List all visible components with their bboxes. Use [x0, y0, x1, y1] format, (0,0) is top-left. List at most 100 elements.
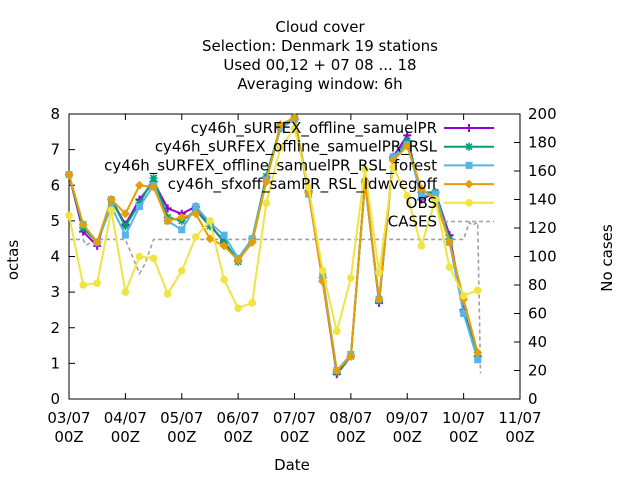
- data-point: [417, 192, 425, 200]
- y2-axis-label: No cases: [598, 224, 616, 292]
- data-point: [361, 165, 369, 174]
- data-point: [276, 144, 285, 152]
- y2-tick-label: 40: [528, 333, 547, 351]
- title-line-2: Selection: Denmark 19 stations: [202, 37, 438, 55]
- legend-label: OBS: [406, 194, 437, 212]
- data-point: [163, 290, 172, 298]
- x-tick-label-hour: 00Z: [111, 428, 140, 446]
- legend-label: cy46h_sURFEX_offline_samuelPR: [191, 119, 437, 138]
- data-point: [332, 366, 342, 375]
- data-point: [205, 222, 214, 231]
- x-tick-label-hour: 00Z: [167, 428, 196, 446]
- data-point: [347, 274, 355, 282]
- data-point: [65, 211, 73, 220]
- series-line: [68, 125, 479, 332]
- data-point: [121, 288, 130, 296]
- data-point: [275, 120, 285, 130]
- data-point: [416, 184, 426, 194]
- y2-tick-label: 200: [528, 105, 557, 123]
- data-point: [290, 124, 299, 133]
- data-point: [234, 304, 242, 312]
- legend-label: cy46h_sfxoff_samPR_RSL_ldwvegoff: [168, 175, 438, 194]
- y-tick-label: 1: [50, 354, 60, 372]
- data-point: [374, 294, 384, 304]
- data-point: [474, 356, 482, 364]
- y-axis-label: octas: [4, 240, 22, 280]
- legend: cy46h_sURFEX_offline_samuelPRcy46h_sURFE…: [104, 119, 494, 231]
- data-point: [93, 279, 101, 288]
- y2-tick-label: 140: [528, 191, 557, 209]
- y2-tick-label: 60: [528, 305, 547, 323]
- x-tick-label-date: 06/07: [217, 409, 260, 427]
- y2-tick-label: 120: [528, 219, 557, 237]
- y-tick-label: 0: [50, 390, 60, 408]
- data-point: [473, 286, 482, 295]
- series-line: [68, 116, 479, 373]
- legend-marker: [465, 161, 473, 169]
- data-point: [247, 237, 257, 247]
- data-point: [106, 195, 116, 204]
- x-tick-label-hour: 00Z: [393, 428, 422, 446]
- data-point: [403, 136, 412, 145]
- data-point: [403, 192, 412, 200]
- x-tick-label-date: 10/07: [442, 409, 485, 427]
- data-point: [473, 348, 483, 358]
- data-point: [219, 241, 229, 251]
- title-line-1: Cloud cover: [275, 18, 365, 36]
- y2-tick-label: 0: [528, 390, 538, 408]
- data-point: [332, 327, 341, 336]
- y2-tick-label: 160: [528, 162, 557, 180]
- y-tick-label: 3: [50, 283, 60, 301]
- data-point: [346, 351, 356, 361]
- data-point: [248, 299, 257, 307]
- legend-marker: [465, 124, 473, 132]
- data-point: [134, 180, 144, 190]
- data-point: [388, 155, 398, 165]
- x-tick-label-hour: 00Z: [505, 428, 534, 446]
- y2-tick-label: 100: [528, 248, 557, 266]
- data-point: [92, 237, 102, 247]
- data-point: [78, 219, 88, 229]
- data-point: [121, 231, 129, 239]
- x-tick-label-hour: 00Z: [336, 428, 365, 446]
- x-tick-label-date: 08/07: [329, 409, 372, 427]
- axis-layer: 01234567802040608010012014016018020003/0…: [47, 105, 556, 446]
- data-point: [192, 233, 200, 241]
- title-line-4: Averaging window: 6h: [237, 75, 403, 93]
- data-point: [191, 209, 201, 219]
- data-point: [445, 263, 454, 271]
- data-point: [220, 236, 229, 245]
- data-point: [459, 291, 468, 300]
- cases-line: [69, 220, 482, 374]
- y2-tick-label: 20: [528, 362, 547, 380]
- data-point: [460, 310, 468, 317]
- series-obs: [65, 124, 482, 336]
- y-tick-label: 8: [50, 105, 60, 123]
- data-point: [402, 141, 412, 151]
- data-point: [389, 163, 397, 172]
- legend-marker: [464, 179, 474, 189]
- x-tick-label-date: 04/07: [104, 409, 147, 427]
- data-point: [120, 209, 130, 219]
- data-point: [262, 199, 271, 207]
- data-point: [149, 254, 158, 263]
- data-point: [290, 113, 299, 123]
- x-tick-label-date: 03/07: [47, 409, 90, 427]
- data-point: [445, 237, 455, 247]
- y-tick-label: 2: [50, 319, 60, 337]
- data-point: [220, 231, 228, 239]
- data-point: [304, 183, 313, 191]
- series-3: [64, 113, 483, 375]
- data-point: [135, 203, 143, 211]
- x-tick-label-date: 11/07: [498, 409, 541, 427]
- data-point: [206, 217, 214, 225]
- y2-tick-label: 80: [528, 276, 547, 294]
- data-point: [177, 266, 186, 275]
- y-tick-label: 6: [50, 176, 60, 194]
- data-point: [233, 255, 243, 265]
- legend-label: cy46h_sURFEX_offline_samuelPR_RSL: [155, 138, 438, 157]
- data-point: [163, 216, 173, 226]
- data-point: [177, 212, 187, 222]
- x-tick-label-hour: 00Z: [449, 428, 478, 446]
